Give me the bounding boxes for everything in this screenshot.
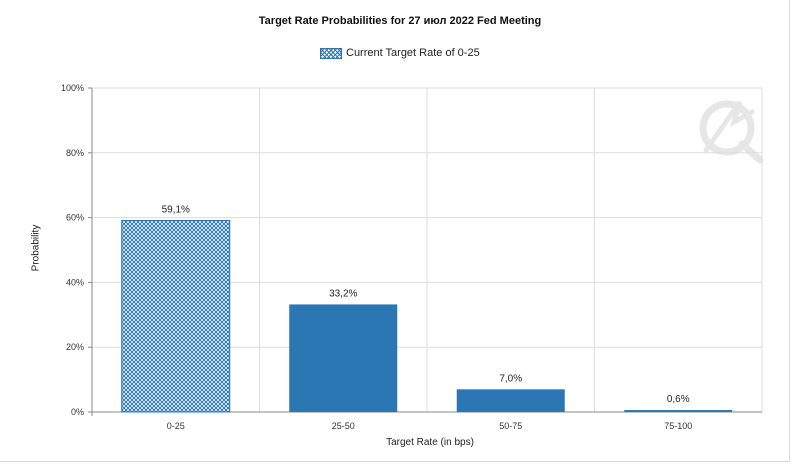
- bar-75-100: [624, 410, 733, 412]
- bar-0-25: [121, 220, 231, 413]
- y-tick-label: 20%: [66, 342, 84, 352]
- data-label-75-100: 0,6%: [667, 394, 690, 405]
- data-label-0-25: 59,1%: [162, 205, 190, 216]
- bar-50-75: [456, 389, 565, 412]
- y-tick-label: 100%: [61, 83, 84, 93]
- x-axis-label: Target Rate (in bps): [386, 437, 474, 448]
- data-label-50-75: 7,0%: [499, 373, 522, 384]
- watermark-logo: [699, 100, 764, 164]
- x-tick-label-25-50: 25-50: [332, 421, 355, 431]
- data-label-25-50: 33,2%: [329, 288, 357, 299]
- bar-25-50: [289, 304, 398, 412]
- x-tick-label-50-75: 50-75: [499, 421, 522, 431]
- y-tick-label: 40%: [66, 277, 84, 287]
- x-tick-label-0-25: 0-25: [167, 421, 185, 431]
- legend-swatch: [320, 47, 342, 59]
- x-tick-label-75-100: 75-100: [664, 421, 692, 431]
- y-tick-label: 80%: [66, 148, 84, 158]
- chart-frame: [0, 0, 790, 462]
- y-tick-label: 0%: [71, 407, 84, 417]
- y-tick-label: 60%: [66, 213, 84, 223]
- legend: Current Target Rate of 0-25: [320, 47, 480, 59]
- chart-title: Target Rate Probabilities for 27 июл 202…: [258, 15, 542, 27]
- legend-label: Current Target Rate of 0-25: [346, 47, 480, 59]
